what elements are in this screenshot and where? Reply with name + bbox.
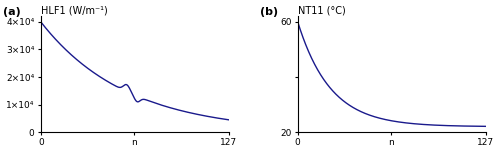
Text: (a): (a) (3, 7, 21, 17)
Text: NT11 (°C): NT11 (°C) (298, 6, 346, 16)
Text: (b): (b) (260, 7, 278, 17)
Text: HLF1 (W/m⁻¹): HLF1 (W/m⁻¹) (41, 6, 108, 16)
